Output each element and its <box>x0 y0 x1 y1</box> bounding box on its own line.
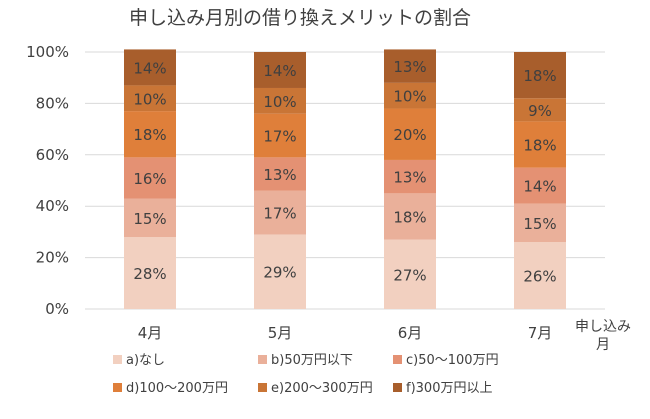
bar-segment <box>124 237 176 309</box>
y-axis-ticks: 0% 20% 40% 60% 80% 100% <box>26 43 69 318</box>
y-tick-label: 20% <box>36 249 69 267</box>
bar-segment <box>254 87 306 114</box>
legend-label: e)200～300万円 <box>271 381 373 396</box>
data-label: 15% <box>133 210 166 228</box>
bar-segment <box>254 52 306 88</box>
y-tick-label: 60% <box>36 146 69 164</box>
bar-segment <box>254 157 306 191</box>
legend-label: a)なし <box>126 353 165 368</box>
legend-label: d)100～200万円 <box>126 381 228 396</box>
bar-segment <box>514 242 566 309</box>
bar-segment <box>254 113 306 158</box>
bar-segment <box>124 198 176 238</box>
data-label: 10% <box>133 90 166 108</box>
x-tick-label: 7月 <box>528 324 553 342</box>
data-label: 13% <box>263 166 296 184</box>
data-label: 15% <box>523 215 556 233</box>
x-axis-title: 月 <box>596 337 610 353</box>
x-tick-label: 5月 <box>268 324 293 342</box>
bar-segment <box>514 121 566 168</box>
legend-swatch <box>113 355 122 364</box>
bar-segment <box>254 234 306 309</box>
legend: a)なし b)50万円以下 c)50～100万円 d)100～200万円 e)200～3… <box>113 353 499 396</box>
data-label: 13% <box>393 169 426 187</box>
legend-label: f)300万円以上 <box>406 381 492 396</box>
data-label: 18% <box>133 126 166 144</box>
x-axis-title: 申し込み <box>575 319 631 335</box>
data-label: 18% <box>523 67 556 85</box>
legend-swatch <box>258 355 267 364</box>
bars: 28% 15% 16% 18% 10% 14% 29% 17% 13% 17% 10% 14% 27% 1… <box>124 49 566 309</box>
data-label: 14% <box>263 62 296 80</box>
data-label: 9% <box>528 102 552 120</box>
data-label: 10% <box>263 93 296 111</box>
bar-segment <box>384 82 436 109</box>
bar-segment <box>124 157 176 199</box>
bar-segment <box>124 85 176 112</box>
y-tick-label: 80% <box>36 94 69 112</box>
data-label: 28% <box>133 265 166 283</box>
data-label: 17% <box>263 205 296 223</box>
chart-title: 申し込み月別の借り換えメリットの割合 <box>129 7 471 29</box>
bar-segment <box>384 159 436 194</box>
bar-segment <box>384 49 436 83</box>
x-tick-label: 6月 <box>398 324 423 342</box>
data-label: 10% <box>393 88 426 106</box>
data-label: 14% <box>133 59 166 77</box>
y-tick-label: 40% <box>36 197 69 215</box>
bar-segment <box>514 167 566 204</box>
bar-segment <box>124 49 176 86</box>
bar-segment <box>124 111 176 158</box>
bar-segment <box>384 239 436 309</box>
legend-swatch <box>393 355 402 364</box>
legend-swatch <box>258 383 267 392</box>
data-label: 27% <box>393 266 426 284</box>
x-tick-label: 4月 <box>138 324 163 342</box>
data-label: 17% <box>263 128 296 146</box>
data-label: 18% <box>523 137 556 155</box>
data-label: 14% <box>523 178 556 196</box>
y-tick-label: 0% <box>45 300 69 318</box>
legend-label: b)50万円以下 <box>271 353 353 368</box>
legend-swatch <box>393 383 402 392</box>
data-label: 26% <box>523 268 556 286</box>
bar-segment <box>384 108 436 160</box>
data-label: 16% <box>133 170 166 188</box>
bar-segment <box>384 193 436 240</box>
y-tick-label: 100% <box>26 43 69 61</box>
data-label: 18% <box>393 208 426 226</box>
data-label: 20% <box>393 126 426 144</box>
bar-segment <box>254 190 306 235</box>
bar-segment <box>514 52 566 99</box>
data-label: 29% <box>263 264 296 282</box>
bar-segment <box>514 203 566 243</box>
legend-label: c)50～100万円 <box>406 353 499 368</box>
legend-swatch <box>113 383 122 392</box>
x-axis-ticks: 4月 5月 6月 7月 <box>138 324 553 342</box>
bar-segment <box>514 98 566 122</box>
x-axis-label: 申し込み月 <box>575 319 631 353</box>
data-label: 13% <box>393 58 426 76</box>
